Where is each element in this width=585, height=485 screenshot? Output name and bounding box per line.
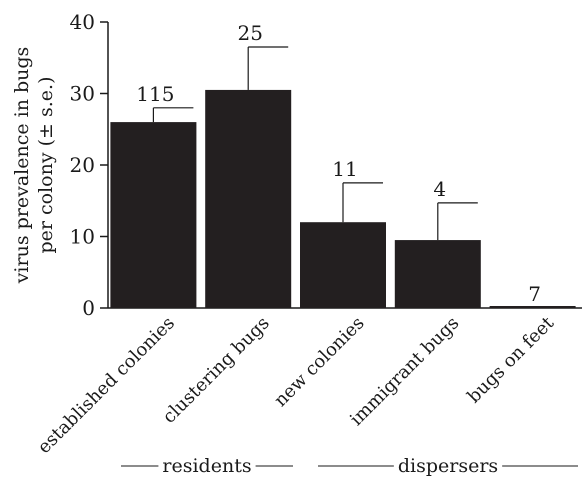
bars xyxy=(110,89,576,308)
sample-size-label: 7 xyxy=(528,282,541,306)
bar xyxy=(300,222,386,308)
y-tick-label: 30 xyxy=(70,82,95,106)
y-ticks: 0 10 20 30 40 xyxy=(70,10,108,320)
y-tick-label: 0 xyxy=(82,296,95,320)
bar xyxy=(110,122,197,308)
sample-size-label: 115 xyxy=(136,82,174,106)
x-tick-label: established colonies xyxy=(34,313,179,458)
group-labels: residents dispersers xyxy=(121,455,578,477)
sample-size-label: 11 xyxy=(332,157,357,181)
y-tick-label: 40 xyxy=(70,10,95,34)
error-bars xyxy=(152,46,478,241)
group-label: residents xyxy=(162,455,251,477)
y-axis-title-line-2: per colony (± s.e.) xyxy=(35,77,57,254)
sample-size-label: 25 xyxy=(237,21,262,45)
y-axis-title: virus prevalence in bugs per colony (± s… xyxy=(11,47,57,285)
bar xyxy=(205,89,292,308)
bar xyxy=(394,240,481,308)
y-tick-label: 20 xyxy=(70,153,95,177)
y-tick-label: 10 xyxy=(70,225,95,249)
sample-size-labels: 115 25 11 4 7 xyxy=(136,21,541,306)
sample-size-label: 4 xyxy=(433,177,446,201)
y-axis-title-line-1: virus prevalence in bugs xyxy=(11,47,33,285)
x-tick-label: bugs on feet xyxy=(463,312,558,407)
x-tick-label: new colonies xyxy=(270,313,368,411)
group-label: dispersers xyxy=(398,455,498,477)
